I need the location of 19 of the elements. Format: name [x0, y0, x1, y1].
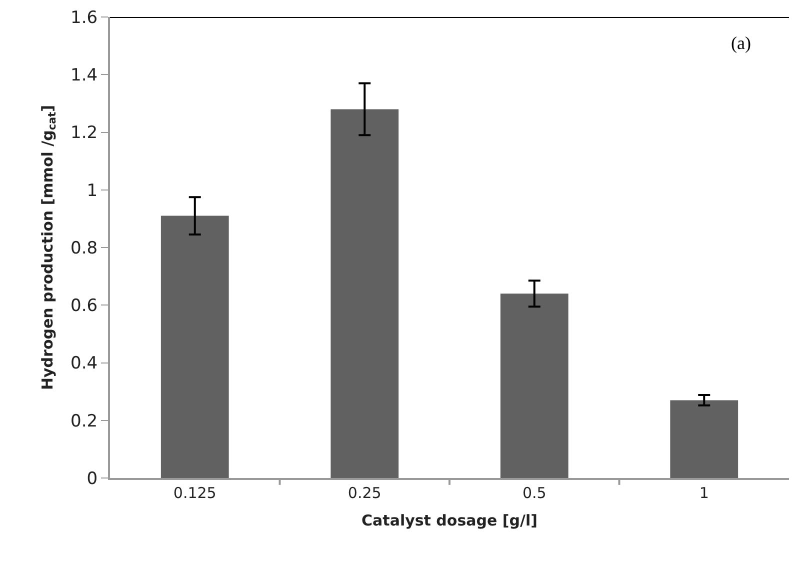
annotation: (a) — [731, 33, 751, 53]
bar — [500, 294, 568, 478]
x-tick-label: 1 — [699, 484, 709, 502]
bar — [330, 109, 399, 478]
y-tick-label: 0.6 — [70, 296, 98, 316]
x-tick-label: 0.5 — [522, 484, 546, 502]
x-tick-label: 0.25 — [348, 484, 382, 502]
x-tick-label: 0.125 — [173, 484, 216, 502]
y-tick-label: 0.4 — [70, 354, 98, 374]
y-tick-label: 1 — [86, 180, 98, 201]
y-tick-label: 1.2 — [70, 123, 98, 144]
x-axis-title: Catalyst dosage [g/l] — [362, 512, 538, 530]
y-tick-label: 0.2 — [70, 411, 98, 432]
y-tick-label: 0 — [86, 468, 98, 489]
bar — [670, 400, 738, 478]
y-tick-label: 1.6 — [70, 8, 98, 28]
bar — [160, 216, 229, 478]
y-tick-label: 0.8 — [70, 238, 98, 258]
y-tick-label: 1.4 — [70, 66, 98, 86]
